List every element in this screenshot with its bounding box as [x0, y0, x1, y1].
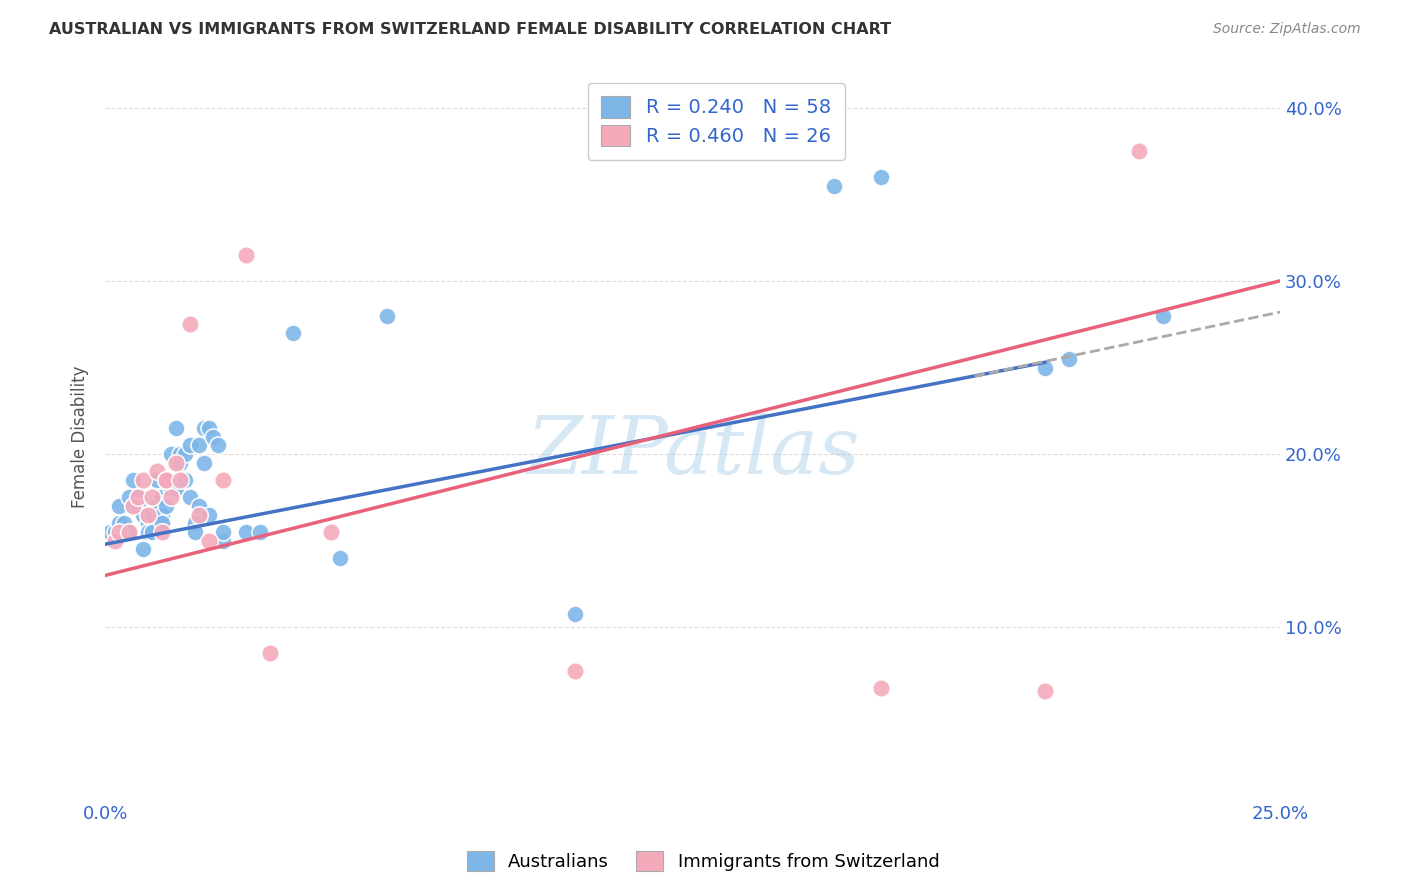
Point [193, 421, 215, 435]
Point [1057, 351, 1080, 366]
Point [155, 473, 177, 487]
Point [169, 473, 191, 487]
Point [169, 447, 191, 461]
Point [869, 169, 891, 184]
Point [188, 499, 211, 513]
Point [823, 178, 845, 193]
Point [127, 499, 149, 513]
Y-axis label: Female Disability: Female Disability [72, 366, 89, 508]
Text: ZIPatlas: ZIPatlas [526, 413, 859, 490]
Point [127, 491, 149, 505]
Point [319, 525, 342, 540]
Point [132, 473, 155, 487]
Point [160, 482, 183, 496]
Point [165, 421, 187, 435]
Point [188, 508, 211, 522]
Point [202, 430, 225, 444]
Point [150, 516, 173, 531]
Point [108, 525, 131, 540]
Point [235, 248, 257, 262]
Point [329, 551, 352, 566]
Point [869, 681, 891, 695]
Point [118, 525, 141, 540]
Point [141, 525, 163, 540]
Point [155, 473, 177, 487]
Point [375, 309, 398, 323]
Point [179, 438, 201, 452]
Point [165, 456, 187, 470]
Point [183, 516, 205, 531]
Point [150, 508, 173, 522]
Point [165, 482, 187, 496]
Point [150, 491, 173, 505]
Point [197, 533, 219, 548]
Point [150, 525, 173, 540]
Point [174, 447, 197, 461]
Legend: Australians, Immigrants from Switzerland: Australians, Immigrants from Switzerland [460, 844, 946, 879]
Point [259, 646, 281, 660]
Point [146, 473, 169, 487]
Point [197, 508, 219, 522]
Point [188, 438, 211, 452]
Point [183, 525, 205, 540]
Point [132, 542, 155, 557]
Point [104, 525, 127, 540]
Point [132, 508, 155, 522]
Legend: R = 0.240   N = 58, R = 0.460   N = 26: R = 0.240 N = 58, R = 0.460 N = 26 [588, 83, 845, 160]
Point [136, 525, 159, 540]
Point [136, 508, 159, 522]
Point [1128, 144, 1150, 158]
Point [146, 465, 169, 479]
Point [118, 491, 141, 505]
Text: Source: ZipAtlas.com: Source: ZipAtlas.com [1213, 22, 1361, 37]
Point [1033, 684, 1056, 698]
Point [122, 499, 145, 513]
Point [98, 525, 121, 540]
Point [160, 447, 183, 461]
Point [160, 491, 183, 505]
Point [108, 516, 131, 531]
Point [283, 326, 305, 340]
Point [179, 491, 201, 505]
Point [211, 473, 233, 487]
Point [249, 525, 271, 540]
Point [155, 499, 177, 513]
Point [141, 491, 163, 505]
Point [169, 456, 191, 470]
Point [1033, 360, 1056, 375]
Point [211, 533, 233, 548]
Point [127, 491, 149, 505]
Point [179, 317, 201, 331]
Point [564, 664, 586, 678]
Point [193, 456, 215, 470]
Point [112, 516, 135, 531]
Point [1152, 309, 1174, 323]
Point [118, 525, 141, 540]
Point [122, 473, 145, 487]
Text: AUSTRALIAN VS IMMIGRANTS FROM SWITZERLAND FEMALE DISABILITY CORRELATION CHART: AUSTRALIAN VS IMMIGRANTS FROM SWITZERLAN… [49, 22, 891, 37]
Point [122, 499, 145, 513]
Point [207, 438, 229, 452]
Point [146, 499, 169, 513]
Point [564, 607, 586, 621]
Point [104, 533, 127, 548]
Point [141, 508, 163, 522]
Point [108, 499, 131, 513]
Point [174, 473, 197, 487]
Point [136, 508, 159, 522]
Point [155, 473, 177, 487]
Point [211, 525, 233, 540]
Point [197, 421, 219, 435]
Point [235, 525, 257, 540]
Point [136, 516, 159, 531]
